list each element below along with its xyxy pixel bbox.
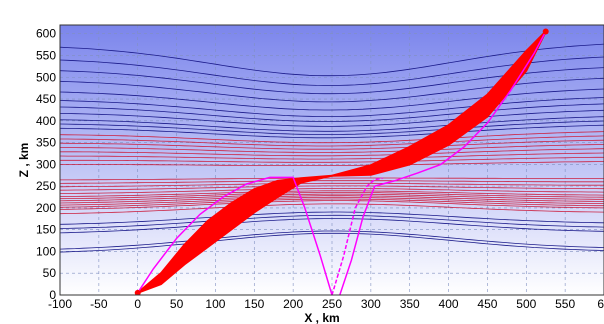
y-tick-label: 450: [36, 92, 56, 106]
contour-line: [60, 195, 604, 204]
y-tick-label: 350: [36, 136, 56, 150]
contour-line: [60, 232, 604, 253]
x-tick-label: 400: [439, 297, 459, 311]
ray-endpoint: [542, 28, 549, 35]
contour-line: [60, 214, 604, 229]
x-tick-label: 500: [516, 297, 536, 311]
ray-red-fan-upper-edge: [137, 30, 547, 294]
contour-line: [60, 124, 604, 139]
x-tick-label: 60: [597, 297, 604, 311]
contour-line: [60, 230, 604, 250]
ray-magenta-right-boundary: [339, 31, 547, 295]
y-tick-label: 100: [36, 244, 56, 258]
y-tick-label: 300: [36, 157, 56, 171]
x-tick-label: -100: [48, 297, 72, 311]
y-tick-label: 50: [43, 266, 57, 280]
x-tick-label: 250: [322, 297, 342, 311]
contour-line: [60, 177, 604, 181]
ray-red-fan-lower-edge: [137, 31, 547, 294]
contour-line: [60, 43, 604, 77]
contour-line: [60, 152, 604, 160]
x-tick-label: 450: [477, 297, 497, 311]
contour-line: [60, 97, 604, 117]
ray-endpoint: [134, 289, 141, 295]
contour-line: [60, 135, 604, 147]
y-tick-label: 200: [36, 201, 56, 215]
contour-line: [60, 120, 604, 135]
contour-line: [60, 109, 604, 127]
y-tick-label: 150: [36, 223, 56, 237]
contour-line: [60, 144, 604, 153]
contour-line: [60, 139, 604, 150]
contour-line: [60, 190, 604, 197]
y-tick-label: 550: [36, 48, 56, 62]
contour-line: [60, 200, 604, 210]
contour-line: [60, 116, 604, 132]
contour-line: [60, 88, 604, 111]
ray-magenta-left-boundary: [137, 176, 333, 295]
x-tick-label: 550: [555, 297, 575, 311]
x-tick-label: 50: [170, 297, 184, 311]
contour-line: [60, 131, 604, 144]
ray-magenta-dip: [331, 177, 383, 295]
x-tick-label: 100: [205, 297, 225, 311]
y-tick-label: 400: [36, 114, 56, 128]
contour-line: [60, 218, 604, 234]
y-axis-title: Z , km: [17, 143, 31, 178]
contour-line: [60, 196, 604, 206]
x-tick-label: 300: [361, 297, 381, 311]
plot-frame: [59, 24, 604, 296]
x-tick-label: 0: [134, 297, 141, 311]
contour-lines: [60, 43, 604, 253]
contour-line: [60, 148, 604, 157]
contour-line: [60, 182, 604, 188]
y-tick-label: 250: [36, 179, 56, 193]
y-tick-label: 600: [36, 27, 56, 41]
x-tick-label: 150: [244, 297, 264, 311]
contour-line: [60, 156, 604, 163]
contour-line: [60, 180, 604, 184]
contour-line: [60, 198, 604, 208]
y-tick-label: 500: [36, 70, 56, 84]
contour-line: [60, 211, 604, 225]
contour-line: [60, 161, 604, 166]
x-tick-label: -50: [90, 297, 108, 311]
contour-line: [60, 103, 604, 122]
contour-line: [60, 192, 604, 200]
contour-line: [60, 203, 604, 215]
axis-ticks: -100 -50 0 50 100 150 200 250 300 350 400 450 500 550…: [36, 27, 604, 311]
x-axis-title: X , km: [304, 311, 339, 324]
ray-series: [134, 28, 549, 295]
contour-line: [60, 193, 604, 202]
x-tick-label: 200: [283, 297, 303, 311]
x-tick-label: 350: [400, 297, 420, 311]
contour-line: [60, 185, 604, 191]
y-tick-label: 0: [49, 288, 56, 302]
contour-line: [60, 188, 604, 194]
